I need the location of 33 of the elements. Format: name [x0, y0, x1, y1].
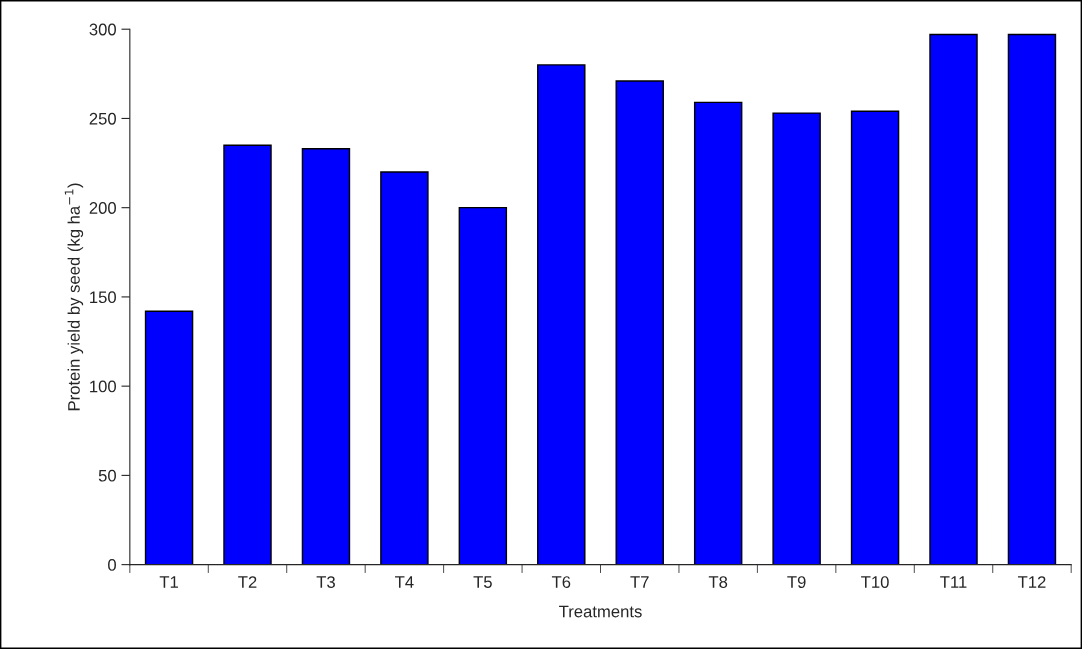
y-tick-label: 100	[90, 380, 116, 393]
x-tick-label: T8	[708, 576, 728, 588]
y-tick-label: 50	[98, 469, 116, 482]
y-tick-label: 150	[90, 291, 116, 304]
x-tick-label: T4	[395, 576, 414, 588]
x-tick-label: T3	[316, 576, 335, 588]
bar	[1007, 33, 1057, 565]
bar	[615, 80, 664, 565]
bar	[380, 171, 429, 565]
bar	[144, 310, 194, 565]
x-tick-label: T7	[630, 576, 649, 588]
y-tick-label: 300	[89, 23, 116, 36]
bar	[772, 112, 821, 565]
bar	[929, 33, 978, 565]
x-tick-label: T10	[861, 576, 889, 588]
bar	[693, 101, 743, 565]
bar	[458, 206, 508, 565]
x-axis-title: Treatments	[559, 605, 642, 618]
x-tick-label: T12	[1017, 576, 1046, 588]
x-tick-label: T11	[940, 576, 967, 588]
y-tick-label: 250	[89, 112, 116, 125]
x-tick-label: T6	[551, 576, 571, 588]
x-tick-label: T1	[159, 576, 178, 588]
bar	[301, 148, 351, 565]
y-tick-label: 0	[108, 559, 116, 571]
bar	[223, 144, 272, 565]
x-tick-label: T2	[238, 576, 257, 588]
bar	[537, 64, 586, 565]
y-axis-title: Protein yield by seed (kg ha$^{−1}$)	[64, 183, 84, 411]
bar	[850, 110, 900, 565]
x-tick-label: T5	[473, 576, 492, 588]
x-tick-label: T9	[787, 576, 806, 588]
y-tick-label: 200	[89, 202, 116, 214]
